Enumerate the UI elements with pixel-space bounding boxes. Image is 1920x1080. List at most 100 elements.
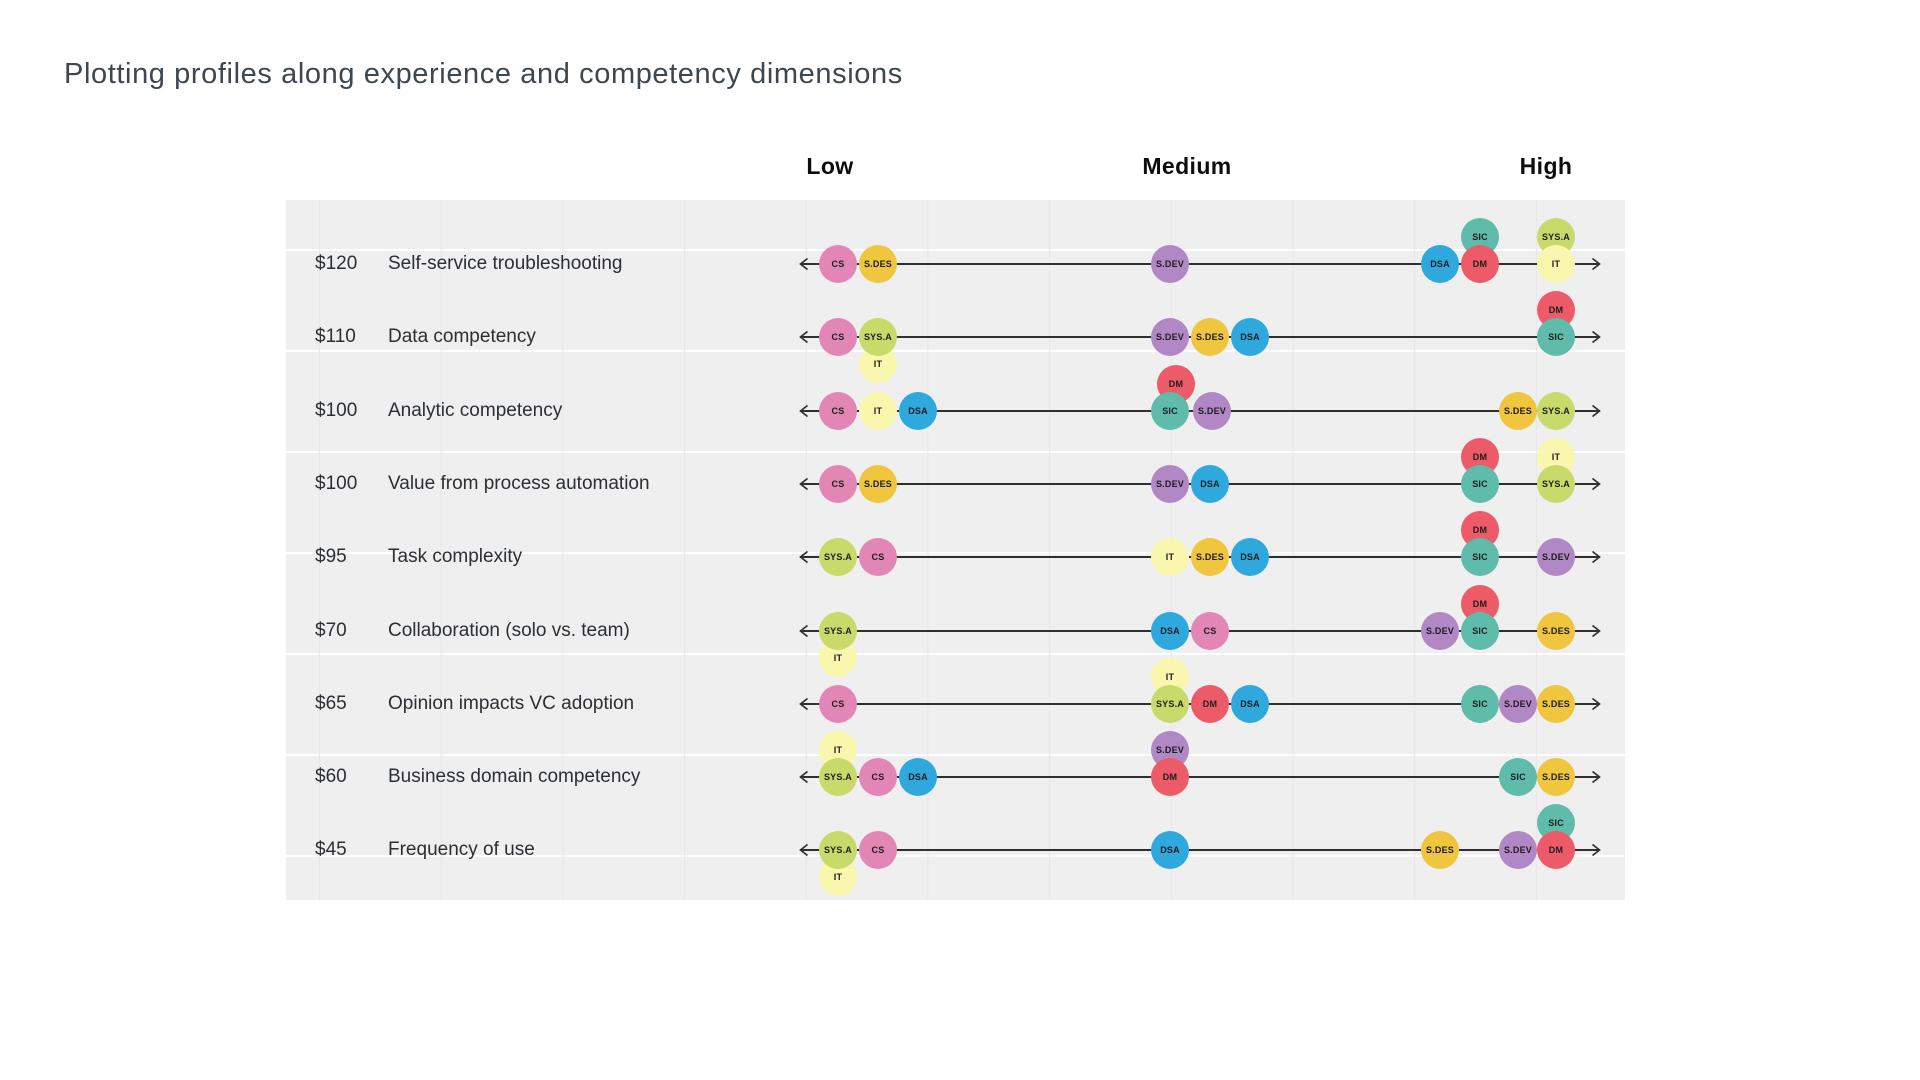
arrow-left-icon (799, 477, 809, 491)
profile-dot-dm[interactable]: DM (1461, 245, 1499, 283)
profile-dot-sysa[interactable]: SYS.A (819, 831, 857, 870)
row-label: Task complexity (388, 546, 523, 568)
arrow-right-icon (1591, 331, 1601, 344)
arrow-left-icon (799, 551, 809, 564)
profile-dot-dsa[interactable]: DSA (1421, 245, 1459, 283)
row-label: Data competency (388, 326, 536, 348)
row-label: Opinion impacts VC adoption (388, 692, 635, 714)
profile-dot-dsa[interactable]: DSA (1231, 318, 1269, 357)
profile-dot-cs[interactable]: CS (819, 245, 857, 283)
arrow-right-icon (1591, 477, 1601, 491)
profile-dot-sic[interactable]: SIC (1461, 684, 1499, 723)
profile-dot-sysa[interactable]: SYS.A (1151, 684, 1189, 723)
column-header-low: Low (806, 153, 854, 179)
profile-dot-sysa[interactable]: SYS.A (1537, 391, 1575, 430)
profile-dot-sdes[interactable]: S.DES (859, 464, 897, 503)
row-label: Collaboration (solo vs. team) (388, 619, 630, 641)
chart-panel (286, 200, 1625, 900)
page-title: Plotting profiles along experience and c… (64, 58, 903, 90)
profile-dot-dm[interactable]: DM (1537, 831, 1575, 870)
profile-dot-sdes[interactable]: S.DES (1537, 684, 1575, 723)
profile-dot-it[interactable]: IT (859, 391, 897, 430)
profile-dot-sysa[interactable]: SYS.A (819, 611, 857, 650)
profile-dot-cs[interactable]: CS (819, 684, 857, 723)
arrow-right-icon (1591, 624, 1601, 637)
profile-dot-cs[interactable]: CS (1191, 611, 1229, 650)
row-price: $70 (315, 619, 347, 641)
arrow-right-icon (1591, 697, 1601, 710)
profile-dot-sdev[interactable]: S.DEV (1151, 318, 1189, 357)
row-label: Self-service troubleshooting (388, 253, 623, 274)
profile-dot-cs[interactable]: CS (859, 758, 897, 797)
profile-dot-sdes[interactable]: S.DES (1191, 318, 1229, 357)
profile-dot-cs[interactable]: CS (819, 391, 857, 430)
arrow-left-icon (799, 331, 809, 344)
profile-dot-sysa[interactable]: SYS.A (819, 538, 857, 577)
arrow-left-icon (799, 624, 809, 637)
profile-dot-sdev[interactable]: S.DEV (1151, 245, 1189, 283)
profile-dot-dsa[interactable]: DSA (1231, 684, 1269, 723)
profile-dot-it[interactable]: IT (1537, 245, 1575, 283)
arrow-right-icon (1591, 257, 1601, 271)
profile-dot-dsa[interactable]: DSA (1191, 464, 1229, 503)
row-price: $100 (315, 472, 358, 494)
row-label: Value from process automation (388, 472, 650, 494)
profile-dot-cs[interactable]: CS (819, 318, 857, 357)
column-header-medium: Medium (1142, 153, 1232, 179)
profile-dot-cs[interactable]: CS (819, 464, 857, 503)
profile-dot-sdev[interactable]: S.DEV (1537, 538, 1575, 577)
profile-dot-cs[interactable]: CS (859, 831, 897, 870)
arrow-left-icon (799, 404, 809, 417)
arrow-right-icon (1591, 404, 1601, 417)
profile-dot-sysa[interactable]: SYS.A (859, 318, 897, 357)
profile-dot-sic[interactable]: SIC (1461, 611, 1499, 650)
row-price: $100 (315, 399, 358, 421)
profile-dot-cs[interactable]: CS (859, 538, 897, 577)
column-header-high: High (1519, 153, 1573, 179)
profile-dot-it[interactable]: IT (1151, 538, 1189, 577)
profile-dot-sdes[interactable]: S.DES (1537, 758, 1575, 797)
profile-dot-sdes[interactable]: S.DES (859, 245, 897, 283)
arrow-right-icon (1591, 844, 1601, 857)
arrow-right-icon (1591, 551, 1601, 564)
arrow-left-icon (799, 257, 809, 271)
profile-dot-sic[interactable]: SIC (1461, 538, 1499, 577)
row-price: $65 (315, 692, 347, 714)
profile-dot-dm[interactable]: DM (1191, 684, 1229, 723)
row-price: $120 (315, 253, 358, 274)
profile-dot-dsa[interactable]: DSA (899, 758, 937, 797)
profile-dot-sdev[interactable]: S.DEV (1151, 464, 1189, 503)
arrow-left-icon (799, 697, 809, 710)
arrow-left-icon (799, 844, 809, 857)
profile-dot-sic[interactable]: SIC (1461, 464, 1499, 503)
profile-dot-sdev[interactable]: S.DEV (1193, 391, 1231, 430)
profile-dot-dm[interactable]: DM (1151, 758, 1189, 797)
profile-dot-sdes[interactable]: S.DES (1499, 391, 1537, 430)
profile-dot-dsa[interactable]: DSA (899, 391, 937, 430)
profile-dot-sic[interactable]: SIC (1499, 758, 1537, 797)
profile-dot-sdes[interactable]: S.DES (1537, 611, 1575, 650)
profile-dot-sic[interactable]: SIC (1151, 391, 1189, 430)
profile-dot-dsa[interactable]: DSA (1151, 831, 1189, 870)
profile-dot-sdev[interactable]: S.DEV (1421, 611, 1459, 650)
profile-dot-dsa[interactable]: DSA (1151, 611, 1189, 650)
profile-dot-sdev[interactable]: S.DEV (1499, 684, 1537, 723)
profile-dot-sdes[interactable]: S.DES (1421, 831, 1459, 870)
profile-dot-dsa[interactable]: DSA (1231, 538, 1269, 577)
profile-dot-sysa[interactable]: SYS.A (819, 758, 857, 797)
row-price: $45 (315, 839, 347, 861)
row-price: $110 (315, 326, 356, 348)
arrow-left-icon (799, 770, 809, 784)
arrow-right-icon (1591, 770, 1601, 784)
profile-dot-sic[interactable]: SIC (1537, 318, 1575, 357)
row-label: Analytic competency (388, 399, 563, 421)
row-label: Business domain competency (388, 766, 641, 788)
profile-dot-sysa[interactable]: SYS.A (1537, 464, 1575, 503)
row-label: Frequency of use (388, 839, 535, 861)
profile-dot-sdes[interactable]: S.DES (1191, 538, 1229, 577)
row-price: $95 (315, 546, 347, 568)
axis-line (799, 844, 1601, 857)
profile-dot-sdev[interactable]: S.DEV (1499, 831, 1537, 870)
row-price: $60 (315, 766, 347, 788)
